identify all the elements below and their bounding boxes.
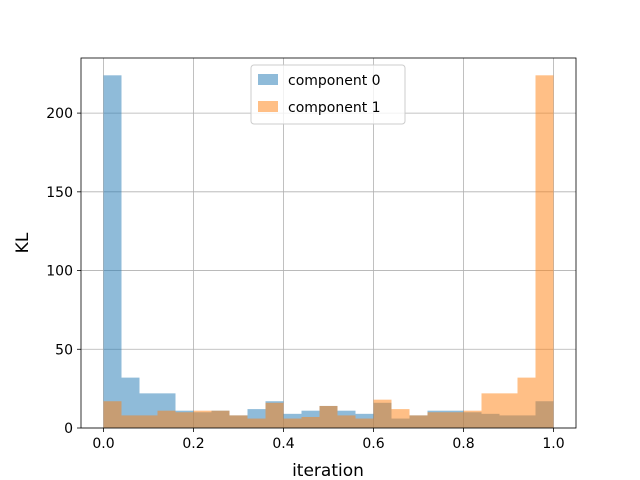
legend-swatch-component-1	[258, 101, 278, 112]
bar-component-1-bin-12	[319, 405, 338, 428]
bar-component-1-bin-10	[283, 418, 302, 428]
bar-component-1-bin-24	[535, 75, 554, 428]
bar-component-1-bin-8	[247, 418, 266, 428]
bar-component-1-bin-11	[301, 416, 320, 428]
bar-component-1-bin-22	[499, 393, 518, 428]
bar-component-1-bin-6	[211, 410, 230, 428]
bar-component-1-bin-13	[337, 415, 356, 428]
bar-component-1-bin-20	[463, 410, 482, 428]
bar-component-1-bin-7	[229, 415, 248, 428]
bar-component-1-bin-19	[445, 412, 464, 428]
bar-component-1-bin-21	[481, 393, 500, 428]
bar-component-1-bin-3	[157, 410, 176, 428]
x-axis-label: iteration	[292, 461, 364, 480]
bar-component-1-bin-5	[193, 410, 212, 428]
bar-component-1-bin-15	[373, 399, 392, 428]
bar-component-1-bin-9	[265, 402, 284, 428]
x-tick-label-2: 0.4	[272, 436, 294, 452]
bar-component-1-bin-1	[121, 415, 140, 428]
legend-label-component-0: component 0	[288, 73, 381, 89]
legend: component 0 component 1	[250, 64, 406, 125]
y-tick-label-1: 50	[55, 342, 73, 358]
axis-ticks: 0.0 0.2 0.4 0.6 0.8 1.0 0 50 100 150 200	[46, 106, 564, 452]
bars-layer	[103, 75, 554, 428]
y-tick-label-4: 200	[46, 106, 73, 122]
bar-component-1-bin-23	[517, 377, 536, 428]
legend-swatch-component-0	[258, 74, 278, 85]
y-tick-label-0: 0	[64, 421, 73, 437]
y-axis-label: KL	[13, 232, 33, 253]
bar-component-0-bin-0	[103, 75, 122, 428]
bar-component-1-bin-18	[427, 412, 446, 428]
x-tick-label-5: 1.0	[542, 436, 564, 452]
bar-component-1-bin-16	[391, 409, 410, 428]
bar-component-1-bin-17	[409, 415, 428, 428]
y-tick-label-3: 150	[46, 185, 73, 201]
bar-component-1-bin-14	[355, 418, 374, 428]
legend-box	[250, 64, 406, 125]
x-tick-label-1: 0.2	[182, 436, 204, 452]
bar-component-1-bin-2	[139, 415, 158, 428]
y-tick-label-2: 100	[46, 264, 73, 280]
x-tick-label-4: 0.8	[452, 436, 474, 452]
x-tick-label-3: 0.6	[362, 436, 384, 452]
x-tick-label-0: 0.0	[92, 436, 114, 452]
bar-component-1-bin-4	[175, 412, 194, 428]
bar-component-1-bin-0	[103, 401, 122, 428]
legend-label-component-1: component 1	[288, 100, 381, 116]
plot-frame	[80, 57, 577, 429]
